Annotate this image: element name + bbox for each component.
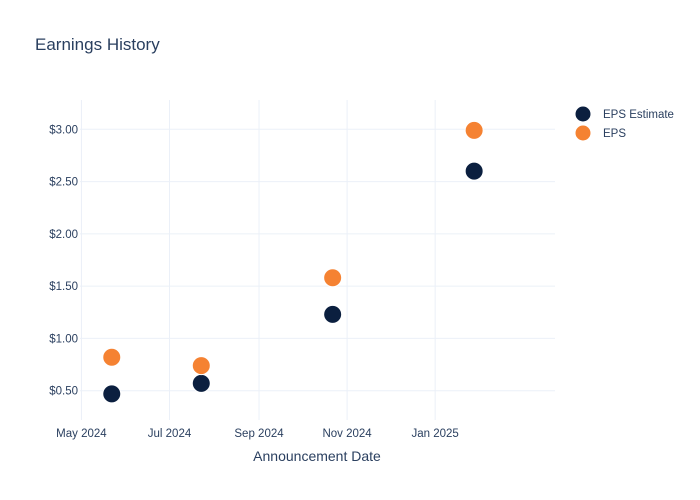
data-point-eps-estimate[interactable] <box>191 373 211 393</box>
data-point-eps-estimate[interactable] <box>102 384 122 404</box>
x-tick-label: Jan 2025 <box>412 428 459 440</box>
data-point-eps-estimate[interactable] <box>464 161 484 181</box>
legend-label[interactable]: EPS <box>603 128 626 140</box>
x-axis-ticks: May 2024 Jul 2024 Sep 2024 Nov 2024 Jan 2025 <box>56 428 459 440</box>
y-tick-label: $2.00 <box>49 229 78 241</box>
data-point-eps[interactable] <box>323 268 343 288</box>
data-point-eps-estimate[interactable] <box>323 304 343 324</box>
data-point-eps[interactable] <box>464 120 484 140</box>
x-tick-label: Jul 2024 <box>148 428 192 440</box>
y-tick-label: $1.50 <box>49 281 78 293</box>
y-tick-label: $2.50 <box>49 177 78 189</box>
x-tick-label: Sep 2024 <box>234 428 284 440</box>
data-point-eps[interactable] <box>102 347 122 367</box>
legend[interactable]: EPS Estimate EPS <box>574 105 674 142</box>
chart-title: Earnings History <box>35 35 160 54</box>
data-point-eps[interactable] <box>191 356 211 376</box>
x-tick-label: Nov 2024 <box>322 428 372 440</box>
data-points <box>102 120 484 404</box>
x-tick-label: May 2024 <box>56 428 107 440</box>
y-axis-ticks: $0.50 $1.00 $1.50 $2.00 $2.50 $3.00 <box>49 124 78 397</box>
legend-marker[interactable] <box>574 105 592 123</box>
y-tick-label: $3.00 <box>49 124 78 136</box>
legend-marker[interactable] <box>574 124 592 142</box>
y-tick-label: $0.50 <box>49 386 78 398</box>
y-tick-label: $1.00 <box>49 333 78 345</box>
x-axis-title: Announcement Date <box>253 448 381 464</box>
legend-label[interactable]: EPS Estimate <box>603 109 674 121</box>
grid-layer <box>80 100 555 420</box>
